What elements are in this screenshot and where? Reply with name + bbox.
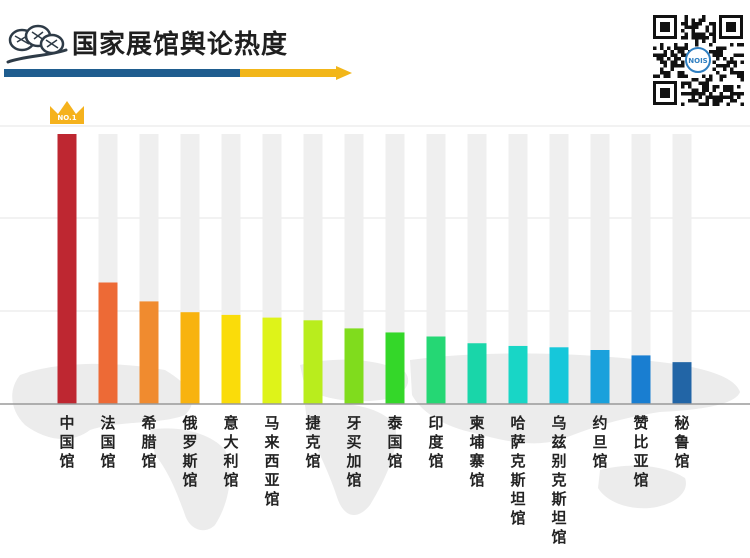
x-tick-label: 马来西亚馆 (263, 414, 280, 508)
x-tick-label: 约旦馆 (592, 414, 607, 470)
bar-9 (385, 332, 405, 404)
bar-14 (590, 350, 610, 404)
bar-background-track (672, 134, 692, 404)
qr-center-logo-text: NOIS (688, 57, 707, 65)
bar-16 (672, 362, 692, 404)
bar-3 (139, 301, 159, 404)
x-tick-label: 秘鲁馆 (674, 414, 689, 470)
bar-8 (344, 328, 364, 404)
bar-4 (180, 312, 200, 404)
x-tick-label: 俄罗斯馆 (181, 414, 197, 489)
x-tick-label: 赞比亚馆 (632, 414, 648, 489)
bar-background-track (631, 134, 651, 404)
food-plate-logo-icon (6, 24, 68, 64)
bar-background-track (590, 134, 610, 404)
bar-10 (426, 336, 446, 404)
bar-background-track (508, 134, 528, 404)
title-underline-bar (4, 66, 352, 80)
bar-7 (303, 320, 323, 404)
x-tick-label: 中国馆 (59, 414, 74, 470)
bar-11 (467, 343, 487, 404)
x-tick-label: 泰国馆 (386, 414, 403, 470)
crown-badge-icon: NO.1 (50, 101, 84, 124)
qr-code: NOIS (652, 14, 744, 106)
x-tick-label: 牙买加馆 (345, 414, 361, 489)
bar-1 (57, 134, 77, 404)
bar-background-track (549, 134, 569, 404)
x-tick-label: 希腊馆 (141, 414, 156, 470)
crown-badge-text: NO.1 (57, 114, 76, 122)
x-tick-label: 捷克馆 (305, 414, 321, 470)
bar-15 (631, 355, 651, 404)
bar-6 (262, 317, 282, 404)
x-tick-label: 印度馆 (428, 414, 444, 470)
x-tick-label: 哈萨克斯坦馆 (510, 414, 525, 527)
bar-2 (98, 282, 118, 404)
bar-5 (221, 314, 241, 404)
bar-13 (549, 347, 569, 404)
page-title: 国家展馆舆论热度 (72, 30, 289, 60)
bar-12 (508, 345, 528, 404)
x-tick-label: 意大利馆 (223, 414, 238, 489)
bar-background-track (467, 134, 487, 404)
x-tick-label: 乌兹别克斯坦馆 (550, 414, 566, 546)
x-tick-label: 柬埔寨馆 (468, 414, 485, 489)
x-tick-label: 法国馆 (100, 414, 115, 470)
